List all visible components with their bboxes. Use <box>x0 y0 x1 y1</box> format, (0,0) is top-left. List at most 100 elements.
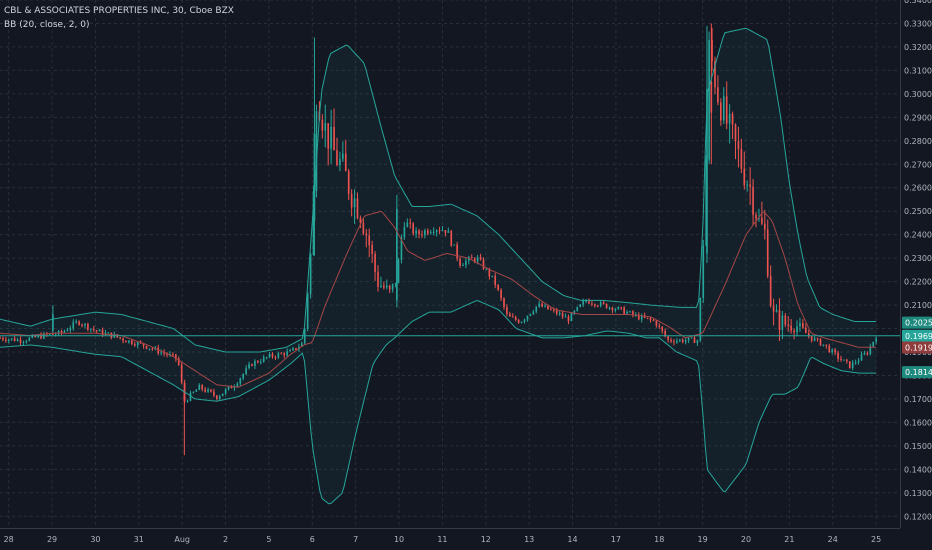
candle <box>470 254 473 259</box>
candle <box>81 323 83 328</box>
candle <box>734 123 737 160</box>
candle-body <box>394 282 397 285</box>
candle-body <box>98 329 101 332</box>
price-axis: 0.3400 0.3300 0.3200 0.3100 0.3000 0.2900 0.28… <box>904 0 932 521</box>
candle <box>620 306 623 311</box>
price-label-basis: 0.1919 <box>902 341 932 354</box>
candle-body <box>403 226 406 238</box>
price-label-lower-band: 0.1814 <box>902 366 932 379</box>
candle-body <box>520 321 523 323</box>
candle-body <box>655 320 658 326</box>
candle <box>5 336 7 343</box>
candle <box>435 229 438 237</box>
candle-body <box>456 244 458 259</box>
candle <box>388 284 391 294</box>
candle-body <box>163 352 165 354</box>
candle-body <box>702 245 705 298</box>
candle <box>0 336 1 339</box>
candle-body <box>286 351 288 356</box>
candle-spike <box>183 382 186 456</box>
price-tick-label: 0.2800 <box>904 137 932 146</box>
candle-body <box>860 354 863 361</box>
candle-body <box>213 391 215 396</box>
candle <box>177 356 180 366</box>
candle <box>746 180 749 192</box>
candle-body <box>409 222 412 224</box>
candle-body <box>711 40 713 62</box>
candle-body <box>107 332 110 334</box>
plot-area <box>0 23 877 505</box>
candle-body <box>224 389 227 394</box>
candle <box>720 98 722 126</box>
candle <box>579 304 582 308</box>
candle-body <box>327 123 330 149</box>
candle-body <box>623 307 625 314</box>
candle-body <box>277 353 280 358</box>
candle-body <box>678 339 681 341</box>
price-label-text: 0.1969 <box>905 332 932 341</box>
candle <box>552 307 555 313</box>
candle <box>828 343 831 353</box>
candle-body <box>60 330 63 333</box>
candle <box>807 329 810 339</box>
candle-body <box>813 338 816 341</box>
candle <box>268 352 271 359</box>
candle <box>136 341 139 349</box>
candle <box>576 306 579 312</box>
candle <box>678 338 681 343</box>
price-tick-label: 0.2900 <box>904 113 932 122</box>
candle-body <box>555 309 558 314</box>
candle <box>254 359 256 369</box>
candle-body <box>822 344 825 346</box>
candle-body <box>714 61 716 88</box>
candle <box>555 307 558 316</box>
candle-spike <box>710 23 713 165</box>
candle <box>649 316 652 323</box>
candle <box>75 319 78 324</box>
candle <box>848 361 851 369</box>
candle-body <box>485 268 488 270</box>
candle-body <box>283 353 286 356</box>
candle-body <box>54 334 57 336</box>
candle-body <box>523 319 526 322</box>
candle-body <box>0 337 1 339</box>
candle-body <box>585 300 587 302</box>
candle <box>538 300 540 308</box>
candle-body <box>25 341 28 343</box>
candle <box>330 109 332 164</box>
candle <box>763 209 766 240</box>
candle-body <box>90 328 92 330</box>
symbol-title: CBL & ASSOCIATES PROPERTIES INC, 30, Cbo… <box>4 6 234 16</box>
candle-body <box>752 186 754 215</box>
candle <box>283 352 286 359</box>
candle <box>198 383 201 391</box>
candle-body <box>725 96 728 124</box>
candle-body <box>706 89 708 254</box>
candle-body <box>807 333 810 337</box>
candle-body <box>418 230 420 235</box>
candle <box>148 348 151 351</box>
candle-body <box>377 271 379 287</box>
price-tick-label: 0.3400 <box>904 0 932 5</box>
candle <box>16 337 19 342</box>
candle-body <box>87 323 89 330</box>
candle-body <box>128 340 130 343</box>
candle-body <box>391 284 394 290</box>
candle-body <box>875 338 877 342</box>
candle <box>122 337 124 344</box>
candle <box>374 250 376 281</box>
candle <box>772 298 775 326</box>
candle-body <box>236 383 239 387</box>
candle-body <box>854 362 857 364</box>
candle-body <box>315 111 318 191</box>
candle-body <box>576 306 579 311</box>
candle <box>775 304 778 313</box>
candle-body <box>579 304 582 307</box>
candle-body <box>388 285 391 290</box>
candle-body <box>198 384 201 391</box>
candle <box>520 321 523 324</box>
candle <box>851 360 854 371</box>
candle-body <box>828 345 831 353</box>
